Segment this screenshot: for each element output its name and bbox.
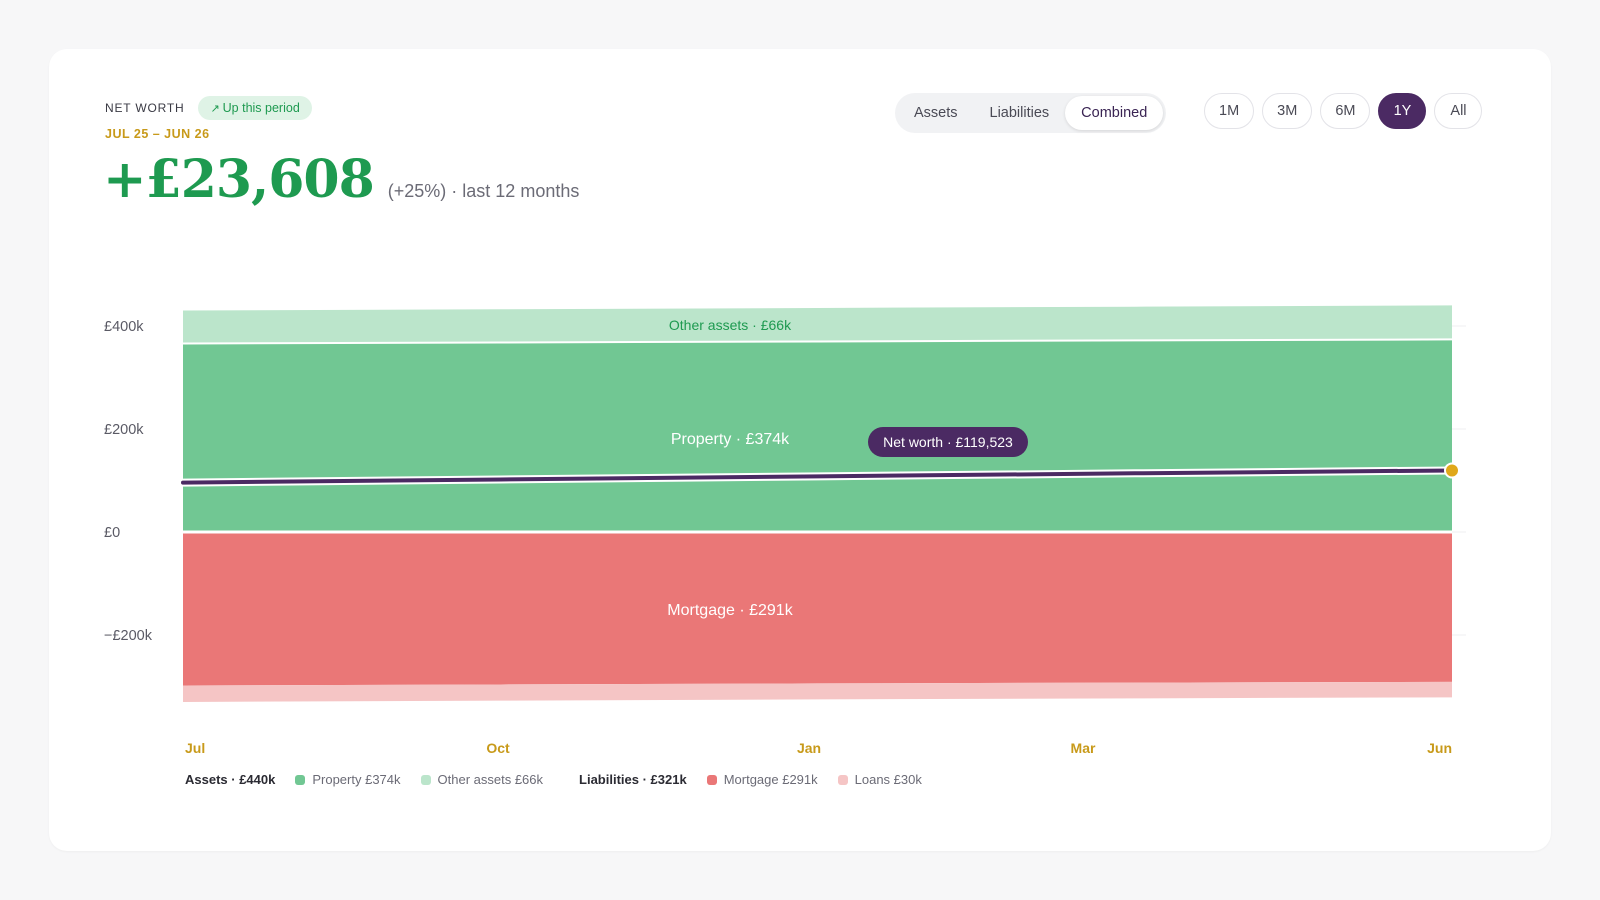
legend-label-mortgage: Mortgage £291k: [723, 772, 818, 787]
area-mortgage: [183, 532, 1452, 686]
view-toggle: Assets Liabilities Combined: [895, 93, 1167, 133]
net-worth-card: NET WORTH ↗ Up this period JUL 25 – JUN …: [49, 49, 1551, 851]
legend-swatch-other-assets: [420, 774, 431, 785]
x-tick-label-3: Mar: [1071, 740, 1096, 756]
arrow-up-right-icon: ↗: [210, 102, 220, 115]
headline-subtext: (+25%) · last 12 months: [387, 181, 580, 201]
legend-assets-title: Assets · £440k: [185, 772, 276, 787]
legend-liabilities-title: Liabilities · £321k: [579, 772, 687, 787]
trend-badge-label: Up this period: [222, 101, 300, 115]
view-liabilities-button[interactable]: Liabilities: [989, 105, 1050, 121]
y-tick-label-2: £0: [104, 525, 120, 541]
net-worth-endpoint: [1444, 462, 1460, 479]
chart-legend: Assets · £440k Property £374k Other asse…: [185, 772, 942, 787]
net-worth-line: [181, 468, 1454, 485]
legend-label-property: Property £374k: [312, 772, 401, 787]
x-tick-label-2: Jan: [797, 740, 821, 756]
band-label-other-assets: Other assets · £66k: [669, 317, 792, 333]
x-tick-label-1: Oct: [486, 740, 510, 756]
headline-value: +£23,608: [103, 149, 375, 210]
band-label-property: Property · £374k: [671, 431, 790, 448]
net-worth-tooltip-bg: [868, 427, 1028, 457]
net-worth-tooltip-label: Net worth · £119,523: [883, 434, 1013, 450]
card-eyebrow: NET WORTH ↗ Up this period: [105, 96, 312, 120]
range-1m-button[interactable]: 1M: [1204, 93, 1255, 129]
area-other-assets: [183, 305, 1452, 344]
legend-swatch-property: [295, 774, 306, 785]
view-assets-button[interactable]: Assets: [914, 105, 958, 121]
x-tick-label-4: Jun: [1427, 740, 1452, 756]
legend-item-mortgage: Mortgage £291k: [706, 772, 818, 787]
eyebrow-label: NET WORTH: [105, 101, 185, 115]
separator-property-other: [182, 338, 1453, 345]
legend-item-loans: Loans £30k: [837, 772, 922, 787]
range-selector: 1M 3M 6M 1Y All: [1204, 93, 1483, 129]
legend-item-property: Property £374k: [295, 772, 401, 787]
area-loans: [183, 681, 1452, 702]
trend-badge: ↗ Up this period: [198, 96, 312, 120]
legend-item-other-assets: Other assets £66k: [420, 772, 544, 787]
legend-label-other-assets: Other assets £66k: [437, 772, 544, 787]
band-label-mortgage: Mortgage · £291k: [667, 602, 793, 619]
date-range: JUL 25 – JUN 26: [105, 127, 210, 141]
legend-label-loans: Loans £30k: [854, 772, 922, 787]
legend-swatch-loans: [837, 774, 848, 785]
range-1y-button[interactable]: 1Y: [1378, 93, 1427, 129]
x-tick-label-0: Jul: [185, 740, 205, 756]
y-tick-label-0: £400k: [104, 319, 144, 335]
view-combined-button[interactable]: Combined: [1065, 96, 1164, 130]
range-6m-button[interactable]: 6M: [1320, 93, 1371, 129]
area-property: [183, 339, 1452, 532]
headline: +£23,608 (+25%) · last 12 months: [103, 149, 579, 210]
stacked-area-chart: £400k £200k £0 −£200k Jul Oct Jan Mar Jun Other a…: [104, 305, 1466, 756]
legend-swatch-mortgage: [706, 774, 717, 785]
y-tick-label-1: £200k: [104, 422, 144, 438]
range-all-button[interactable]: All: [1434, 93, 1483, 129]
y-tick-label-3: −£200k: [104, 628, 153, 644]
range-3m-button[interactable]: 3M: [1262, 93, 1313, 129]
